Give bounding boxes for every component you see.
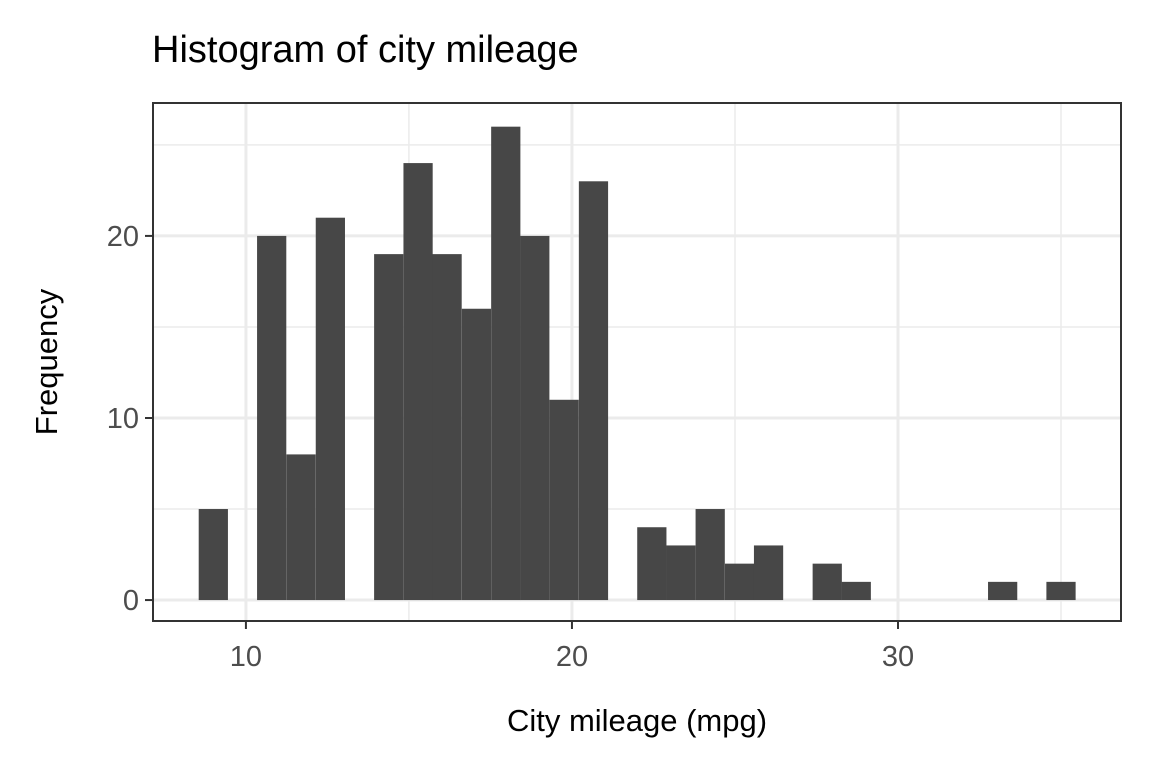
x-tick-label: 10 — [230, 641, 262, 673]
x-tick-label: 30 — [882, 641, 914, 673]
histogram-bar — [724, 563, 755, 601]
histogram-bar — [578, 181, 609, 601]
histogram-bar — [695, 509, 725, 601]
bars — [198, 126, 1076, 601]
histogram-bar — [812, 563, 842, 601]
histogram-bar — [520, 235, 550, 601]
histogram-bar — [988, 581, 1018, 601]
chart-title: Histogram of city mileage — [152, 29, 579, 71]
histogram-bar — [841, 581, 871, 601]
y-tick-label: 10 — [107, 403, 139, 435]
histogram-bar — [637, 527, 667, 601]
y-tick-label: 0 — [123, 585, 139, 617]
histogram-bar — [1046, 581, 1076, 601]
y-tick-label: 20 — [107, 221, 139, 253]
histogram-bar — [257, 235, 287, 601]
axes: 10 20 30 0 10 20 — [107, 221, 914, 673]
histogram-bar — [315, 217, 345, 601]
histogram-bar — [491, 126, 521, 601]
histogram-bar — [198, 509, 228, 601]
histogram-bar — [461, 308, 492, 601]
histogram-bar — [432, 254, 462, 601]
x-axis-label: City mileage (mpg) — [507, 703, 767, 738]
panel-border — [152, 102, 1122, 622]
histogram-bar — [374, 254, 404, 601]
x-tick-label: 20 — [556, 641, 588, 673]
histogram-bar — [286, 454, 316, 601]
histogram-bar — [666, 545, 696, 601]
histogram-bar — [753, 545, 784, 601]
y-axis-label: Frequency — [29, 288, 64, 435]
histogram-bar — [403, 163, 433, 601]
histogram-bar — [549, 399, 579, 601]
